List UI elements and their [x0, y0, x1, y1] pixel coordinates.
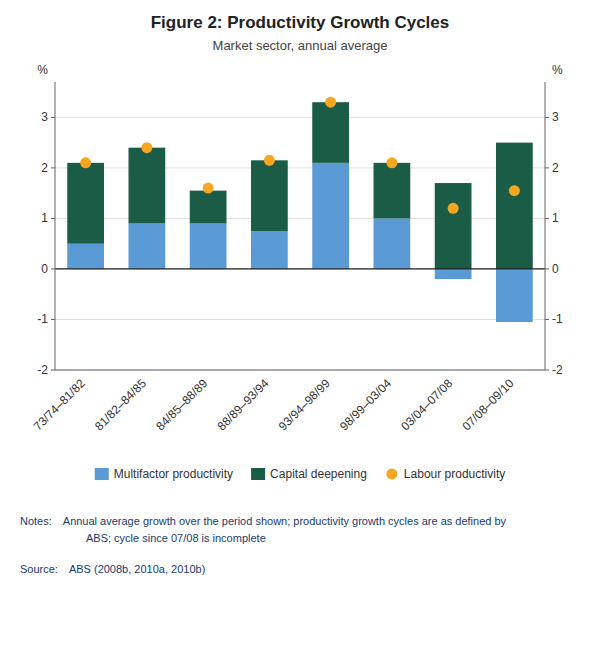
bar: [190, 223, 227, 268]
y2-tick-label: 3: [552, 110, 559, 124]
y-tick-label: 3: [41, 110, 48, 124]
bar: [496, 143, 533, 269]
y-tick: [51, 218, 55, 219]
note: ABS; cycle since 07/08 is incomplete: [20, 532, 266, 544]
y2-tick: [545, 218, 549, 219]
legend-item: Labour productivity: [386, 467, 505, 481]
source: Source: ABS (2008b, 2010a, 2010b): [20, 563, 205, 575]
x-tick-label: 84/85–88/89: [153, 376, 210, 433]
subtitle: Market sector, annual average: [213, 38, 388, 53]
dot: [80, 157, 91, 168]
x-tick-label: 07/08–09/10: [459, 376, 516, 433]
legend-label: Labour productivity: [404, 467, 505, 481]
legend-swatch: [386, 469, 397, 480]
y2-tick-label: 1: [552, 211, 559, 225]
bar: [496, 269, 533, 322]
dots: [80, 97, 520, 214]
plot-area: [67, 102, 533, 322]
y-tick-label: -1: [37, 312, 48, 326]
y2-tick-label: 0: [552, 262, 559, 276]
y-axis-label: %: [37, 63, 48, 77]
x-axis-line: [55, 370, 545, 371]
dot: [509, 185, 520, 196]
bar: [435, 183, 472, 269]
y-tick: [51, 167, 55, 168]
y-tick-label: 0: [41, 262, 48, 276]
y-axis-line: [55, 82, 56, 370]
dot: [325, 97, 336, 108]
grid: [55, 117, 545, 370]
grid-line: [55, 117, 545, 118]
dot: [386, 157, 397, 168]
y-tick: [51, 268, 55, 269]
y-tick: [51, 319, 55, 320]
legend-swatch: [251, 468, 265, 480]
zero-line: [55, 268, 545, 269]
x-tick-label: 93/94–98/99: [276, 376, 333, 433]
y-tick-label: -2: [37, 363, 48, 377]
y2-tick-label: 2: [552, 161, 559, 175]
y-tick: [51, 117, 55, 118]
bar: [251, 160, 288, 231]
y2-tick: [545, 319, 549, 320]
legend-label: Capital deepening: [270, 467, 367, 481]
y2-tick-label: -2: [552, 363, 563, 377]
legend-item: Multifactor productivity: [95, 467, 233, 481]
bar: [67, 163, 104, 244]
dot: [448, 203, 459, 214]
x-tick-label: 88/89–93/94: [214, 376, 271, 433]
y-tick-label: 2: [41, 161, 48, 175]
legend: Multifactor productivity Capital deepenin…: [95, 467, 506, 481]
dot: [203, 183, 214, 194]
y-tick: [51, 370, 55, 371]
title: Figure 2: Productivity Growth Cycles: [151, 13, 450, 32]
bar: [374, 218, 411, 269]
grid-line: [55, 319, 545, 320]
bar: [129, 223, 166, 268]
bar: [312, 163, 349, 269]
y2-axis-label: %: [552, 63, 563, 77]
dot: [264, 155, 275, 166]
x-tick-label: 03/04–07/08: [398, 376, 455, 433]
grid-line: [55, 370, 545, 371]
y2-axis-line: [545, 82, 546, 370]
y2-tick: [545, 268, 549, 269]
y2-tick: [545, 167, 549, 168]
bar: [374, 163, 411, 219]
bar: [129, 148, 166, 224]
y-tick-label: 1: [41, 211, 48, 225]
grid-line: [55, 268, 545, 269]
legend-label: Multifactor productivity: [114, 467, 233, 481]
y2-tick-label: -1: [552, 312, 563, 326]
note: Notes: Annual average growth over the pe…: [20, 515, 507, 527]
legend-item: Capital deepening: [251, 467, 367, 481]
y2-tick: [545, 370, 549, 371]
bar: [312, 102, 349, 163]
chart: Figure 2: Productivity Growth Cycles Mark…: [0, 0, 600, 659]
bar: [190, 191, 227, 224]
x-tick-label: 73/74–81/82: [31, 376, 88, 433]
bar: [435, 269, 472, 279]
legend-swatch: [95, 468, 109, 480]
y2-tick: [545, 117, 549, 118]
bar: [67, 244, 104, 269]
x-tick-label: 98/99–03/04: [337, 376, 394, 433]
x-tick-label: 81/82–84/85: [92, 376, 149, 433]
dot: [141, 142, 152, 153]
bar: [251, 231, 288, 269]
